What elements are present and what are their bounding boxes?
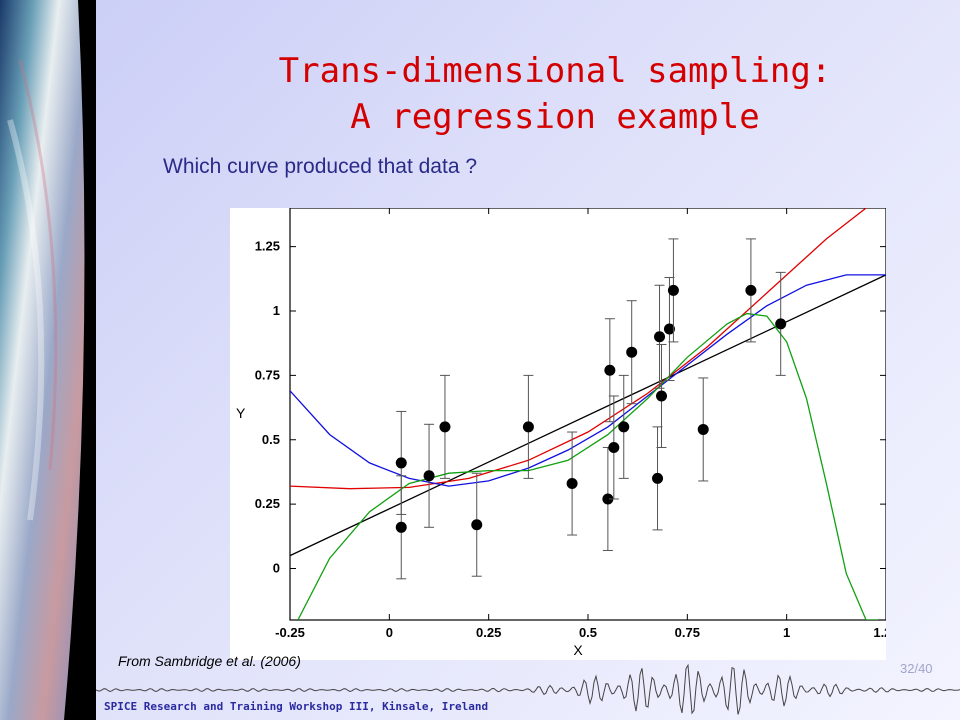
y-axis-label: Y — [236, 405, 246, 421]
data-point — [608, 441, 620, 453]
earth-image-strip — [0, 0, 96, 720]
y-tick-label: 1 — [273, 303, 280, 318]
x-tick-label: 1 — [783, 625, 790, 640]
x-tick-label: 0.25 — [476, 625, 501, 640]
data-point — [626, 346, 638, 358]
data-point — [745, 284, 757, 296]
fit-curve — [290, 274, 886, 487]
x-tick-label: -0.25 — [275, 625, 305, 640]
seismogram-decoration — [96, 663, 960, 715]
fit-curve — [297, 312, 879, 620]
data-point — [439, 421, 451, 433]
data-point — [618, 421, 630, 433]
data-point — [522, 421, 534, 433]
data-point — [602, 493, 614, 505]
data-point — [395, 521, 407, 533]
y-tick-label: 0 — [273, 561, 280, 576]
data-point — [663, 323, 675, 335]
y-tick-label: 0.5 — [262, 432, 280, 447]
data-point — [395, 457, 407, 469]
title-line-2: A regression example — [350, 97, 760, 137]
question-text: Which curve produced that data ? — [163, 155, 478, 178]
plot-frame — [289, 208, 886, 621]
slide-title: Trans-dimensional sampling: A regression… — [150, 48, 960, 140]
fit-curve — [290, 208, 867, 490]
x-axis-label: X — [573, 642, 583, 658]
x-tick-label: 1.25 — [873, 625, 886, 640]
data-point — [652, 472, 664, 484]
source-caption: From Sambridge et al. (2006) — [118, 653, 301, 669]
data-point — [697, 423, 709, 435]
data-point — [654, 331, 666, 343]
x-tick-label: 0 — [386, 625, 393, 640]
data-point — [656, 390, 668, 402]
data-point — [566, 478, 578, 490]
x-tick-label: 0.5 — [579, 625, 597, 640]
y-tick-label: 1.25 — [255, 239, 280, 254]
data-point — [667, 284, 679, 296]
data-point — [775, 318, 787, 330]
x-tick-label: 0.75 — [675, 625, 700, 640]
data-point — [423, 470, 435, 482]
regression-chart: -0.2500.250.50.7511.2500.250.50.7511.25 … — [230, 208, 886, 660]
data-point — [604, 364, 616, 376]
fit-curve — [290, 274, 886, 557]
title-line-1: Trans-dimensional sampling: — [278, 51, 832, 91]
page-number: 32/40 — [900, 661, 933, 676]
footer-text: SPICE Research and Training Workshop III… — [104, 700, 489, 713]
data-point — [471, 519, 483, 531]
y-tick-label: 0.75 — [255, 367, 280, 382]
y-tick-label: 0.25 — [255, 496, 280, 511]
